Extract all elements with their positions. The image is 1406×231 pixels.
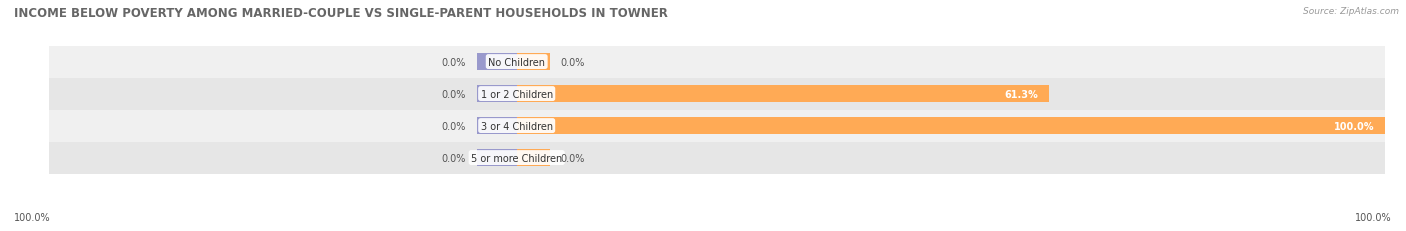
Text: 0.0%: 0.0% [441, 57, 465, 67]
Bar [477, 118, 517, 134]
Text: No Children: No Children [488, 57, 546, 67]
Text: 0.0%: 0.0% [441, 121, 465, 131]
Text: 0.0%: 0.0% [441, 89, 465, 99]
Text: INCOME BELOW POVERTY AMONG MARRIED-COUPLE VS SINGLE-PARENT HOUSEHOLDS IN TOWNER: INCOME BELOW POVERTY AMONG MARRIED-COUPL… [14, 7, 668, 20]
Bar [49, 110, 1385, 142]
Text: 0.0%: 0.0% [561, 57, 585, 67]
Bar [517, 54, 550, 71]
Text: 100.0%: 100.0% [1334, 121, 1374, 131]
Text: 0.0%: 0.0% [441, 153, 465, 163]
Text: 100.0%: 100.0% [14, 212, 51, 222]
Bar [477, 150, 517, 166]
Text: 0.0%: 0.0% [561, 153, 585, 163]
Text: 61.3%: 61.3% [1004, 89, 1038, 99]
Bar [477, 86, 517, 102]
Bar [49, 46, 1385, 78]
Bar [49, 142, 1385, 174]
Text: Source: ZipAtlas.com: Source: ZipAtlas.com [1303, 7, 1399, 16]
Text: 3 or 4 Children: 3 or 4 Children [481, 121, 553, 131]
Text: 100.0%: 100.0% [1355, 212, 1392, 222]
Bar [517, 118, 1385, 134]
Bar [517, 150, 550, 166]
Text: 1 or 2 Children: 1 or 2 Children [481, 89, 553, 99]
Bar [49, 78, 1385, 110]
Bar [477, 54, 517, 71]
Bar [517, 86, 1049, 102]
Text: 5 or more Children: 5 or more Children [471, 153, 562, 163]
